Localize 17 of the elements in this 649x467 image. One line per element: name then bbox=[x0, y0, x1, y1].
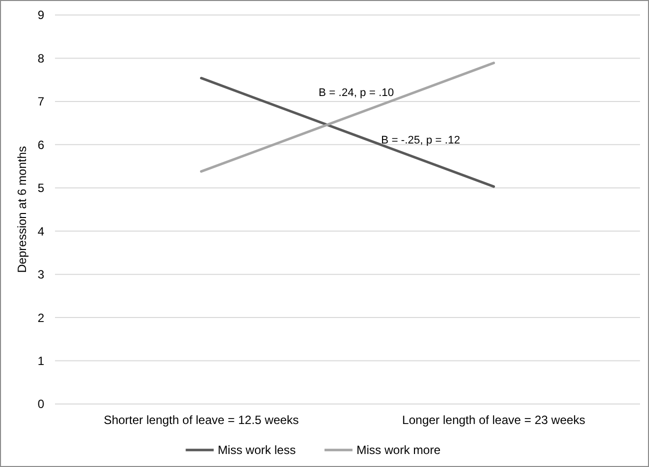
annotation: B = -.25, p = .12 bbox=[381, 134, 460, 146]
y-tick-label: 3 bbox=[38, 268, 45, 282]
y-tick-label: 2 bbox=[38, 310, 45, 325]
legend-label: Miss work more bbox=[356, 443, 441, 458]
y-tick-label: 1 bbox=[38, 354, 45, 368]
y-tick-label: 4 bbox=[38, 224, 45, 238]
y-tick-label: 5 bbox=[38, 181, 45, 196]
annotation: B = .24, p = .10 bbox=[318, 86, 394, 99]
x-tick-label: Longer length of leave = 23 weeks bbox=[402, 413, 586, 427]
y-tick-label: 6 bbox=[38, 138, 45, 152]
x-tick-label: Shorter length of leave = 12.5 weeks bbox=[104, 413, 299, 427]
y-tick-label: 8 bbox=[38, 51, 45, 66]
legend-label: Miss work less bbox=[218, 443, 296, 458]
y-tick-label: 9 bbox=[38, 8, 45, 22]
y-axis-title: Depression at 6 months bbox=[15, 146, 29, 273]
y-tick-label: 7 bbox=[38, 94, 45, 109]
y-tick-label: 0 bbox=[38, 397, 45, 412]
